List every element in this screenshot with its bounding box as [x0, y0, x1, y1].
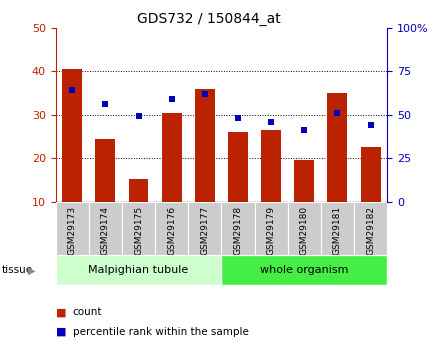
Text: GDS732 / 150844_at: GDS732 / 150844_at: [137, 12, 281, 26]
Bar: [321, 202, 354, 255]
Text: GSM29174: GSM29174: [101, 206, 110, 255]
Bar: [188, 202, 222, 255]
Bar: [222, 202, 255, 255]
Bar: [89, 202, 122, 255]
Text: GSM29181: GSM29181: [333, 206, 342, 255]
Bar: [95, 139, 115, 202]
Bar: [228, 132, 248, 202]
Text: GSM29179: GSM29179: [267, 206, 275, 255]
Text: ■: ■: [56, 307, 66, 317]
Bar: [288, 202, 321, 255]
Bar: [129, 179, 149, 202]
Bar: [122, 202, 155, 255]
Text: GSM29178: GSM29178: [234, 206, 243, 255]
Bar: [62, 69, 82, 202]
Text: ▶: ▶: [28, 266, 35, 275]
Bar: [222, 255, 387, 285]
Text: GSM29173: GSM29173: [68, 206, 77, 255]
Text: GSM29180: GSM29180: [300, 206, 309, 255]
Bar: [162, 112, 182, 202]
Bar: [56, 255, 222, 285]
Bar: [155, 202, 188, 255]
Text: whole organism: whole organism: [260, 265, 348, 275]
Text: percentile rank within the sample: percentile rank within the sample: [73, 327, 248, 337]
Text: GSM29176: GSM29176: [167, 206, 176, 255]
Bar: [294, 160, 314, 202]
Bar: [328, 93, 348, 202]
Text: tissue: tissue: [2, 266, 33, 275]
Text: GSM29175: GSM29175: [134, 206, 143, 255]
Bar: [354, 202, 387, 255]
Text: GSM29177: GSM29177: [200, 206, 209, 255]
Bar: [261, 130, 281, 202]
Text: count: count: [73, 307, 102, 317]
Text: GSM29182: GSM29182: [366, 206, 375, 255]
Text: ■: ■: [56, 327, 66, 337]
Bar: [195, 89, 215, 202]
Text: Malpighian tubule: Malpighian tubule: [89, 265, 189, 275]
Bar: [255, 202, 287, 255]
Bar: [360, 147, 380, 202]
Bar: [56, 202, 89, 255]
